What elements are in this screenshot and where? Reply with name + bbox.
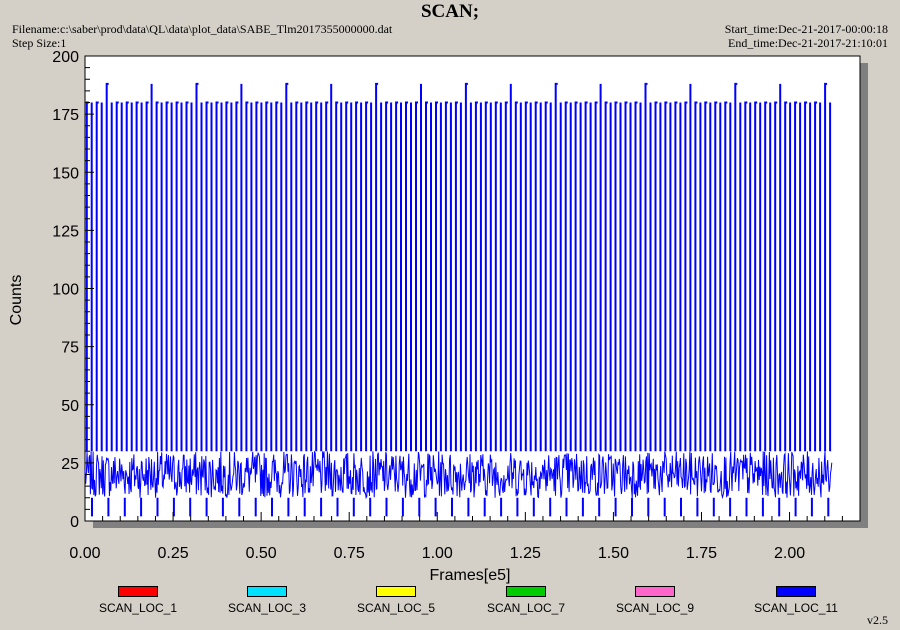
- y-tick-label: 175: [52, 107, 79, 124]
- time-info: Start_time:Dec-21-2017-00:00:18 End_time…: [725, 22, 888, 50]
- legend-item: SCAN_LOC_7: [466, 584, 586, 615]
- legend-label: SCAN_LOC_5: [356, 601, 436, 615]
- legend-label: SCAN_LOC_7: [486, 601, 566, 615]
- y-tick-label: 0: [70, 514, 79, 531]
- file-info: Filename:c:\saber\prod\data\QL\data\plot…: [12, 22, 392, 50]
- legend-swatch: [635, 586, 675, 597]
- legend-label: SCAN_LOC_1: [98, 601, 178, 615]
- y-tick-label: 150: [52, 165, 79, 182]
- x-tick-label: 0.00: [69, 545, 100, 562]
- step-size-label: Step Size:1: [12, 36, 67, 50]
- axes-layer: 0.00 0.25 0.50 0.75 1.00 1.25 1.50 1.75 2.00 0 25 5…: [52, 49, 843, 562]
- y-tick-label: 25: [61, 456, 79, 473]
- start-time-label: Start_time:Dec-21-2017-00:00:18: [724, 22, 888, 36]
- legend-label: SCAN_LOC_3: [227, 601, 307, 615]
- x-tick-label: 0.75: [334, 545, 365, 562]
- legend-item: SCAN_LOC_3: [207, 584, 327, 615]
- end-time-label: End_time:Dec-21-2017-21:10:01: [728, 36, 888, 50]
- legend-item: SCAN_LOC_5: [336, 584, 456, 615]
- y-axis-title: Counts: [8, 275, 25, 326]
- legend-swatch: [118, 586, 158, 597]
- x-tick-label: 0.50: [246, 545, 277, 562]
- series-dips: [91, 497, 830, 517]
- x-tick-label: 0.25: [157, 545, 188, 562]
- x-tick-label: 2.00: [774, 545, 805, 562]
- filename-label: Filename:c:\saber\prod\data\QL\data\plot…: [12, 22, 393, 36]
- x-tick-label: 1.50: [598, 545, 629, 562]
- legend-label: SCAN_LOC_11: [754, 601, 838, 615]
- legend-label: SCAN_LOC_9: [615, 601, 695, 615]
- legend-swatch: [376, 586, 416, 597]
- chart-title: SCAN;: [420, 1, 480, 22]
- legend: SCAN_LOC_1 SCAN_LOC_3 SCAN_LOC_5 SCAN_LOC_7…: [0, 584, 900, 624]
- legend-swatch: [247, 586, 287, 597]
- y-tick-label: 50: [61, 398, 79, 415]
- y-tick-label: 200: [52, 49, 79, 66]
- series-baseline-noise: [84, 450, 833, 500]
- y-tick-label: 100: [52, 282, 79, 299]
- x-tick-label: 1.25: [510, 545, 541, 562]
- series-layer: [84, 82, 833, 517]
- x-axis-title: Frames[e5]: [430, 567, 511, 584]
- y-tick-label: 125: [52, 223, 79, 240]
- x-tick-label: 1.75: [686, 545, 717, 562]
- legend-item: SCAN_LOC_1: [78, 584, 198, 615]
- y-tick-label: 75: [61, 340, 79, 357]
- version-label: v2.5: [867, 613, 888, 627]
- legend-swatch: [776, 586, 816, 597]
- legend-item: SCAN_LOC_11: [736, 584, 856, 615]
- x-tick-label: 1.00: [422, 545, 453, 562]
- legend-item: SCAN_LOC_9: [595, 584, 715, 615]
- legend-swatch: [506, 586, 546, 597]
